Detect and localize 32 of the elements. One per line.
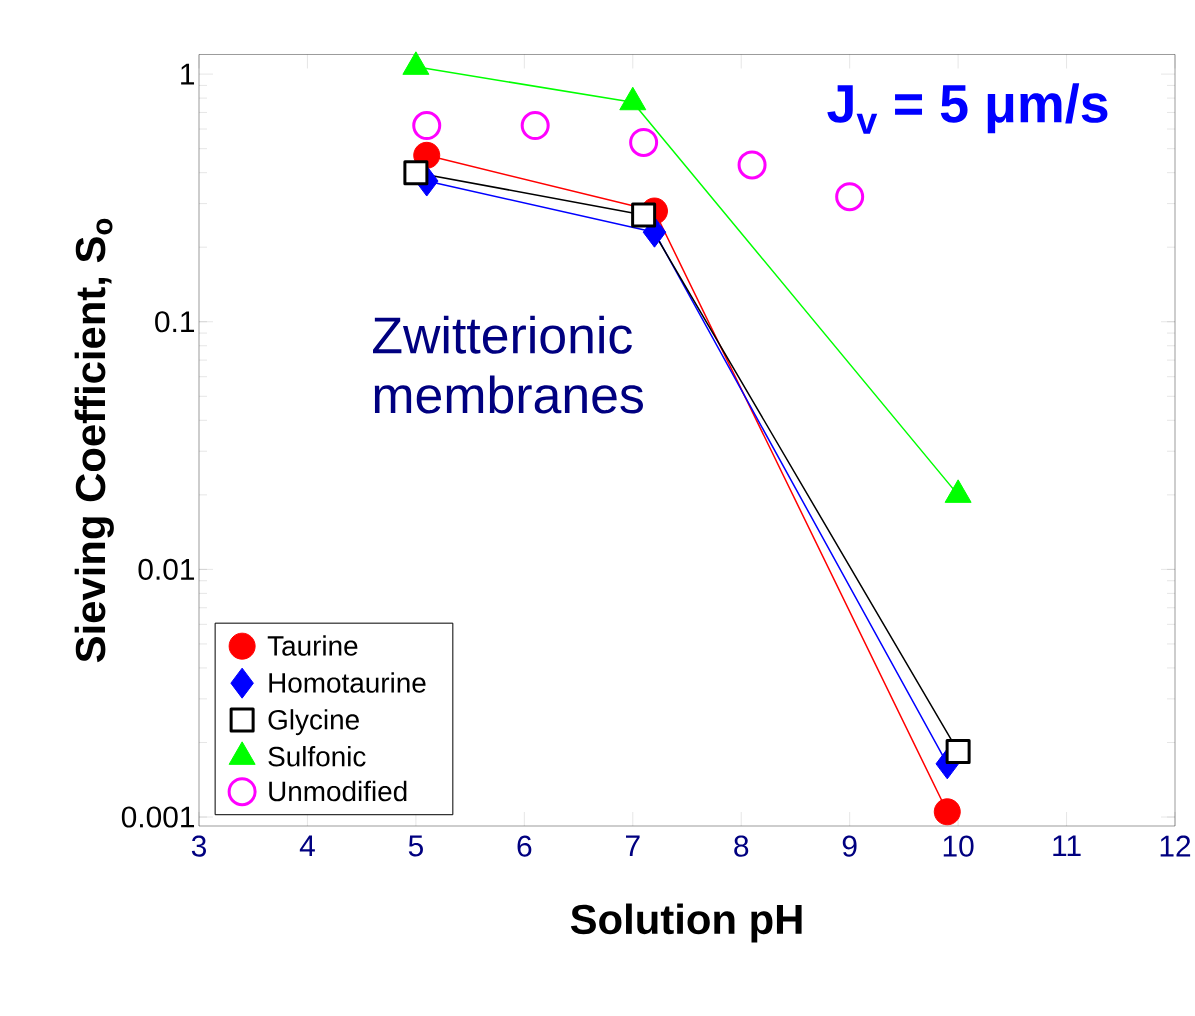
point: [403, 160, 429, 186]
x-tick-label: 6: [517, 835, 532, 857]
point: [945, 738, 971, 764]
y-axis-title: Sieving Coefficient, S$_{o}$: [74, 218, 114, 663]
y-tick-label: 0.001: [121, 806, 195, 828]
y-tick-label: 0.01: [138, 558, 195, 580]
x-tick-label: 7: [626, 835, 640, 857]
x-tick-label: 4: [299, 835, 315, 857]
y-tick-label: 1: [181, 63, 195, 85]
point: [835, 182, 865, 212]
x-tick-label: 11: [1053, 835, 1081, 857]
point: [737, 150, 767, 180]
point: [520, 111, 550, 141]
x-tick-label: 12: [1160, 835, 1191, 857]
point: [631, 202, 657, 228]
point: [412, 111, 442, 141]
legend-label: Glycine: [268, 709, 359, 736]
legend-label: Homotaurine: [269, 672, 426, 693]
x-tick-label: 3: [191, 835, 206, 857]
legend-label: Unmodified: [269, 780, 407, 802]
x-tick-label: 8: [734, 835, 749, 857]
x-tick-label: 5: [408, 835, 423, 857]
x-tick-label: 10: [943, 835, 974, 857]
y-tick-label: 0.1: [155, 311, 195, 333]
annotation: J$_{v}$ = 5 μm/s: [827, 83, 1108, 134]
annotation: Zwitterionic membranes: [373, 315, 643, 414]
legend-label: Taurine: [267, 635, 358, 656]
x-axis-title: Solution pH: [570, 903, 802, 943]
legend-label: Sulfonic: [268, 746, 366, 767]
point: [629, 127, 659, 157]
x-tick-label: 9: [842, 835, 857, 857]
point: [933, 798, 961, 826]
